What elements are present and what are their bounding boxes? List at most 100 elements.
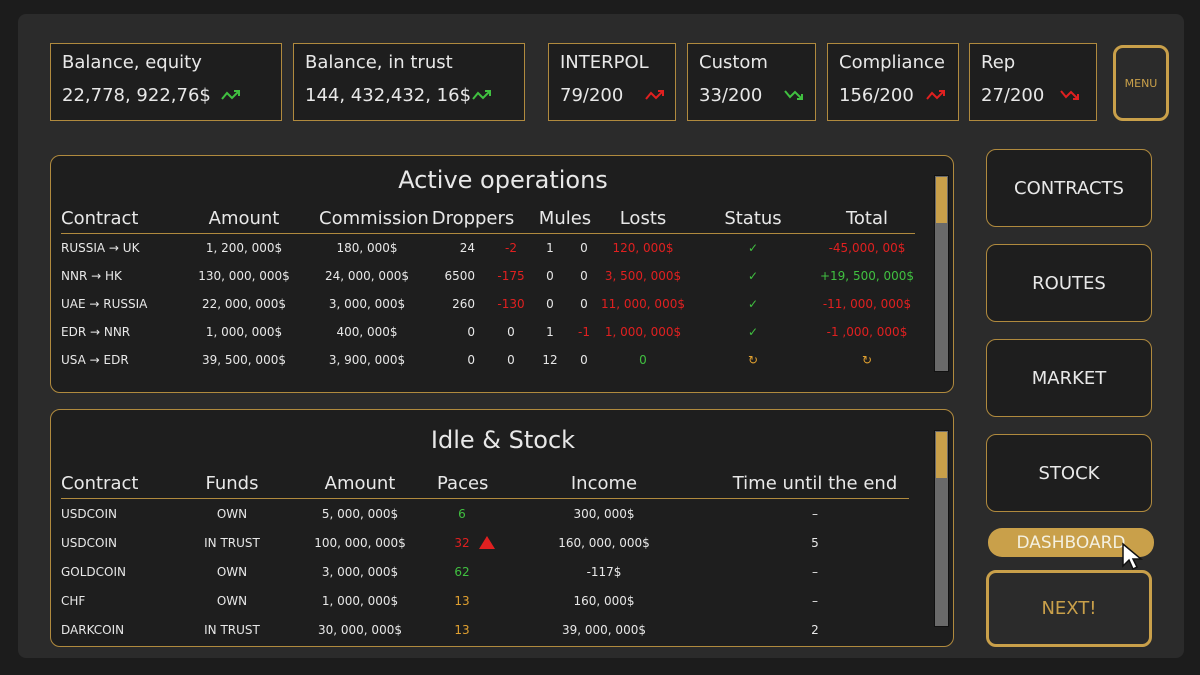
table-row[interactable]: RUSSIA → UK 1, 200, 000$ 180, 000$ 24 -2 1 0 12… — [61, 234, 915, 263]
operations-table: Contract Amount Commission Droppers Mules Los… — [61, 203, 915, 374]
cell: 260 — [452, 297, 475, 311]
cell: 400, 000$ — [336, 325, 398, 339]
cell: 6 — [458, 506, 466, 521]
cell: USDCOIN — [61, 506, 117, 521]
next-button[interactable]: NEXT! — [986, 570, 1152, 647]
stat-label: Balance, equity — [62, 52, 202, 73]
cell: ↻ — [747, 353, 759, 367]
cell: 32 — [437, 528, 495, 557]
column-header: Time until the end — [721, 468, 909, 499]
cell: 130, 000, 000$ — [198, 269, 290, 283]
trend-up — [472, 90, 491, 100]
scrollbar[interactable] — [934, 175, 949, 372]
column-header: Amount — [283, 468, 437, 499]
cell: 1, 000, 000$ — [321, 593, 399, 608]
column-header: Status — [687, 203, 819, 234]
cell: 160, 000$ — [573, 593, 635, 608]
header-row: Contract Amount Commission Droppers Mules Los… — [61, 203, 915, 234]
table-row[interactable]: GOLDCOIN OWN 3, 000, 000$ 62 -117$ – — [61, 557, 909, 586]
cell: 1 — [546, 325, 554, 339]
cell: OWN — [216, 564, 248, 579]
cell: NNR → HK — [61, 269, 122, 283]
cell: 0 — [467, 325, 475, 339]
stat-box: Custom 33/200 — [687, 43, 816, 121]
cell: 11, 000, 000$ — [601, 297, 685, 311]
cell: 39, 000, 000$ — [562, 622, 646, 637]
cell: 100, 000, 000$ — [314, 535, 406, 550]
column-header: Contract — [61, 203, 169, 234]
cell: 120, 000$ — [612, 241, 674, 255]
cell: 300, 000$ — [573, 506, 635, 521]
nav-button[interactable]: CONTRACTS — [986, 149, 1152, 227]
mouse-cursor — [1122, 542, 1143, 571]
cell: CHF — [61, 593, 86, 608]
stat-box: Balance, in trust 144, 432,432, 16$ — [293, 43, 525, 121]
trend-up — [221, 90, 240, 100]
cell: -1 — [578, 325, 590, 339]
cell: GOLDCOIN — [61, 564, 127, 579]
stat-label: Balance, in trust — [305, 52, 453, 73]
table-row[interactable]: EDR → NNR 1, 000, 000$ 400, 000$ 0 0 1 -1 1, 00… — [61, 318, 915, 346]
cell: 3, 500, 000$ — [604, 269, 682, 283]
table-row[interactable]: USA → EDR 39, 500, 000$ 3, 900, 000$ 0 0 12 0 0… — [61, 346, 915, 374]
cell: 0 — [580, 241, 588, 255]
stat-box: Compliance 156/200 — [827, 43, 959, 121]
table-row[interactable]: UAE → RUSSIA 22, 000, 000$ 3, 000, 000$ 260… — [61, 290, 915, 318]
nav-button[interactable]: MARKET — [986, 339, 1152, 417]
cell: 180, 000$ — [336, 241, 398, 255]
stat-value: 144, 432,432, 16$ — [305, 85, 472, 106]
column-header: Paces — [437, 468, 488, 499]
column-header: Mules — [531, 203, 599, 234]
idle-stock-panel: Idle & Stock Contract Funds Amount Paces Inc… — [50, 409, 954, 647]
cell: 3, 000, 000$ — [328, 297, 406, 311]
cell: 13 — [454, 622, 470, 637]
cell: DARKCOIN — [61, 622, 125, 637]
cell: UAE → RUSSIA — [61, 297, 148, 311]
cell: -175 — [497, 269, 525, 283]
cell: ✓ — [747, 269, 759, 283]
cell: +19, 500, 000$ — [819, 269, 915, 283]
cell: -1 ,000, 000$ — [826, 325, 908, 339]
scrollbar[interactable] — [934, 430, 949, 627]
table-row[interactable]: NNR → HK 130, 000, 000$ 24, 000, 000$ 6500 -… — [61, 262, 915, 290]
table-row[interactable]: CHF OWN 1, 000, 000$ 13 160, 000$ – — [61, 586, 909, 615]
column-header: Contract — [61, 468, 181, 499]
trend-up — [645, 90, 664, 100]
table-row[interactable]: USDCOIN OWN 5, 000, 000$ 6 300, 000$ – — [61, 499, 909, 529]
stat-value: 27/200 — [981, 85, 1045, 106]
active-operations-panel: Active operations Contract Amount Commissi… — [50, 155, 954, 393]
cell: -11, 000, 000$ — [822, 297, 912, 311]
cell: USA → EDR — [61, 353, 129, 367]
table-row[interactable]: USDCOIN IN TRUST 100, 000, 000$ 32 160, 000,… — [61, 528, 909, 557]
cell: USDCOIN — [61, 535, 117, 550]
stat-value: 156/200 — [839, 85, 914, 106]
cell: 1, 200, 000$ — [205, 241, 283, 255]
cell: 0 — [580, 297, 588, 311]
cell: 0 — [507, 325, 515, 339]
stat-label: INTERPOL — [560, 52, 649, 73]
cell: OWN — [216, 593, 248, 608]
table-row[interactable]: DARKCOIN IN TRUST 30, 000, 000$ 13 39, 000, … — [61, 615, 909, 644]
cell: -45,000, 00$ — [828, 241, 906, 255]
panel-title: Idle & Stock — [430, 426, 576, 454]
nav-button[interactable]: STOCK — [986, 434, 1152, 512]
cell: IN TRUST — [204, 622, 260, 637]
column-header: Losts — [599, 203, 687, 234]
cell: 0 — [580, 269, 588, 283]
cell: 2 — [811, 622, 819, 637]
cell-text: 32 — [454, 535, 470, 550]
cell: 6500 — [444, 269, 475, 283]
column-header: Total — [819, 203, 915, 234]
cell: 13 — [454, 593, 470, 608]
column-header: Amount — [169, 203, 319, 234]
panel-title: Active operations — [398, 166, 608, 194]
menu-button[interactable]: MENU — [1113, 45, 1169, 121]
stat-value: 79/200 — [560, 85, 624, 106]
cell: 3, 000, 000$ — [321, 564, 399, 579]
stat-label: Compliance — [839, 52, 945, 73]
nav-button[interactable]: ROUTES — [986, 244, 1152, 322]
cell: 5, 000, 000$ — [321, 506, 399, 521]
stat-value: 33/200 — [699, 85, 763, 106]
cell: EDR → NNR — [61, 325, 131, 339]
